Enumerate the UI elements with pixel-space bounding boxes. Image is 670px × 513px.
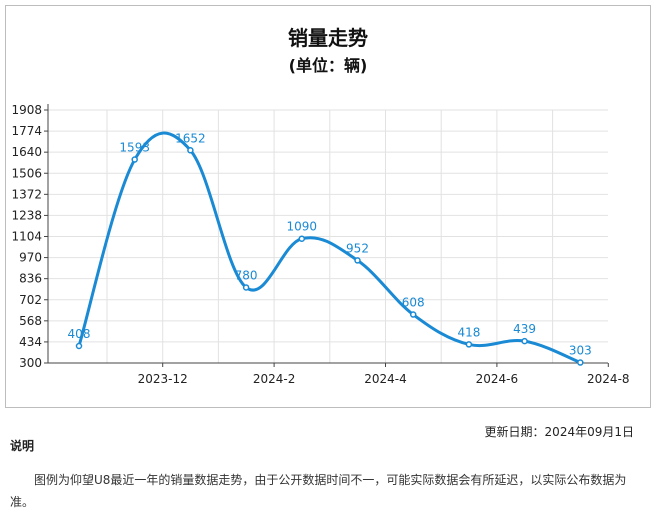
data-point	[187, 147, 194, 154]
x-tick-label: 2024-6	[476, 372, 519, 386]
data-point	[75, 342, 83, 350]
line-chart: 300 434 568 702 836 970 1104 1238 1372 1506 1640 17…	[11, 103, 630, 386]
y-tick-label: 434	[19, 335, 42, 349]
data-label: 780	[235, 268, 258, 282]
data-label: 303	[569, 344, 592, 358]
y-tick-label: 1238	[11, 208, 42, 222]
data-point	[242, 284, 250, 291]
y-tick-label: 836	[19, 272, 42, 286]
data-point	[131, 156, 138, 163]
y-tick-label: 702	[19, 293, 42, 307]
y-tick-label: 1640	[11, 145, 42, 159]
y-tick-label: 568	[19, 314, 42, 328]
data-label: 408	[68, 327, 91, 341]
x-tick-label: 2023-12	[138, 372, 188, 386]
note-text: 图例为仰望U8最近一年的销量数据走势，由于公开数据时间不一，可能实际数据会有所延…	[10, 473, 627, 509]
data-point	[298, 235, 306, 242]
chart-subtitle: (单位：辆)	[288, 56, 368, 75]
data-label: 418	[457, 325, 480, 339]
y-tick-label: 1774	[11, 124, 42, 138]
y-tick-label: 970	[19, 251, 42, 265]
y-tick-label: 1104	[11, 230, 42, 244]
x-tick-label: 2024-8	[587, 372, 630, 386]
y-tick-label: 300	[19, 356, 42, 370]
data-label: 1090	[287, 220, 318, 234]
data-point	[577, 359, 584, 366]
y-tick-label: 1506	[11, 166, 42, 180]
data-point	[465, 341, 473, 348]
data-label: 439	[513, 322, 536, 336]
note-title: 说明	[10, 439, 35, 453]
data-label: 608	[402, 296, 425, 310]
x-tick-label: 2024-4	[364, 372, 407, 386]
data-label: 952	[346, 241, 369, 255]
update-date: 更新日期：2024年09月1日	[484, 425, 634, 439]
chart-container: 销量走势 (单位：辆) 300 434 568 702 836 970 1104 1238 13…	[5, 5, 651, 408]
chart-title: 销量走势	[288, 26, 368, 50]
x-tick-label: 2024-2	[253, 372, 296, 386]
data-point	[354, 257, 361, 264]
data-label: 1593	[119, 141, 150, 155]
data-point	[409, 311, 417, 318]
y-tick-label: 1372	[11, 187, 42, 201]
y-tick-label: 1908	[11, 103, 42, 117]
data-point	[521, 337, 528, 345]
data-label: 1652	[175, 131, 206, 145]
